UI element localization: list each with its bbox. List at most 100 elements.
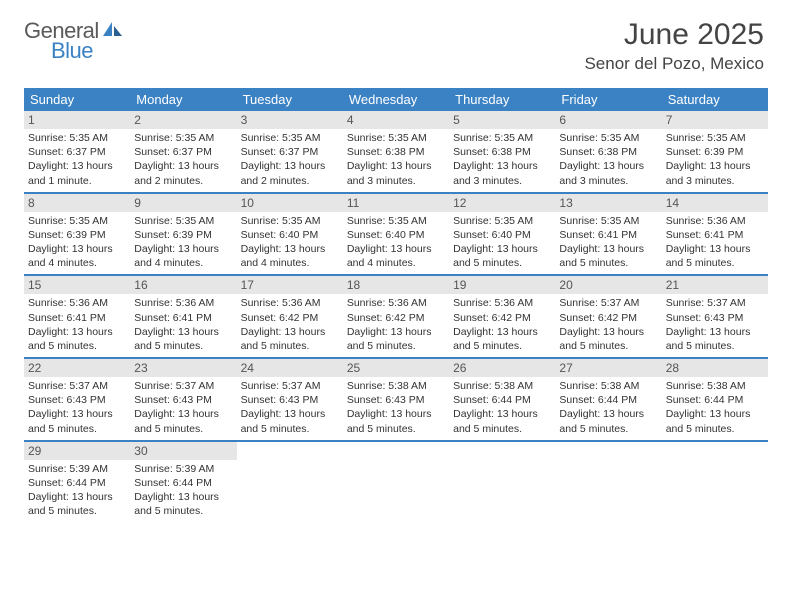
daylight-text: Daylight: 13 hours and 1 minute. (26, 159, 128, 187)
sunset-text: Sunset: 6:39 PM (132, 228, 234, 242)
day-cell: 12Sunrise: 5:35 AMSunset: 6:40 PMDayligh… (449, 194, 555, 275)
day-number: 18 (343, 276, 449, 294)
sunset-text: Sunset: 6:37 PM (239, 145, 341, 159)
day-number: 14 (662, 194, 768, 212)
day-cell: 1Sunrise: 5:35 AMSunset: 6:37 PMDaylight… (24, 111, 130, 192)
sunrise-text: Sunrise: 5:38 AM (345, 379, 447, 393)
day-number (237, 442, 343, 460)
sunset-text: Sunset: 6:38 PM (451, 145, 553, 159)
day-cell: 18Sunrise: 5:36 AMSunset: 6:42 PMDayligh… (343, 276, 449, 357)
sunrise-text: Sunrise: 5:35 AM (239, 131, 341, 145)
day-cell: 8Sunrise: 5:35 AMSunset: 6:39 PMDaylight… (24, 194, 130, 275)
day-cell: 30Sunrise: 5:39 AMSunset: 6:44 PMDayligh… (130, 442, 236, 523)
sunset-text: Sunset: 6:40 PM (345, 228, 447, 242)
daylight-text: Daylight: 13 hours and 5 minutes. (451, 407, 553, 435)
sunrise-text: Sunrise: 5:37 AM (132, 379, 234, 393)
sunrise-text: Sunrise: 5:39 AM (26, 462, 128, 476)
daylight-text: Daylight: 13 hours and 5 minutes. (557, 325, 659, 353)
day-number: 20 (555, 276, 661, 294)
sunset-text: Sunset: 6:42 PM (239, 311, 341, 325)
daylight-text: Daylight: 13 hours and 5 minutes. (345, 407, 447, 435)
daylight-text: Daylight: 13 hours and 5 minutes. (451, 325, 553, 353)
daylight-text: Daylight: 13 hours and 3 minutes. (345, 159, 447, 187)
day-number (555, 442, 661, 460)
day-number: 9 (130, 194, 236, 212)
sunset-text: Sunset: 6:44 PM (451, 393, 553, 407)
daylight-text: Daylight: 13 hours and 5 minutes. (664, 325, 766, 353)
daylight-text: Daylight: 13 hours and 5 minutes. (132, 490, 234, 518)
day-number: 23 (130, 359, 236, 377)
sunset-text: Sunset: 6:37 PM (26, 145, 128, 159)
daylight-text: Daylight: 13 hours and 3 minutes. (557, 159, 659, 187)
day-number: 29 (24, 442, 130, 460)
day-cell: 4 Sunrise: 5:35 AMSunset: 6:38 PMDaylight… (343, 111, 449, 192)
daylight-text: Daylight: 13 hours and 5 minutes. (26, 325, 128, 353)
day-cell (343, 442, 449, 523)
week-row: 15Sunrise: 5:36 AMSunset: 6:41 PMDayligh… (24, 274, 768, 357)
weeks-container: 1Sunrise: 5:35 AMSunset: 6:37 PMDaylight… (24, 111, 768, 522)
day-cell: 11Sunrise: 5:35 AMSunset: 6:40 PMDayligh… (343, 194, 449, 275)
sunrise-text: Sunrise: 5:35 AM (557, 214, 659, 228)
day-cell: 22Sunrise: 5:37 AMSunset: 6:43 PMDayligh… (24, 359, 130, 440)
day-number: 2 (130, 111, 236, 129)
day-cell: 3Sunrise: 5:35 AMSunset: 6:37 PMDaylight… (237, 111, 343, 192)
sunrise-text: Sunrise: 5:38 AM (664, 379, 766, 393)
sunset-text: Sunset: 6:42 PM (451, 311, 553, 325)
sunset-text: Sunset: 6:41 PM (557, 228, 659, 242)
week-row: 1Sunrise: 5:35 AMSunset: 6:37 PMDaylight… (24, 111, 768, 192)
day-cell: 29 Sunrise: 5:39 AMSunset: 6:44 PMDayligh… (24, 442, 130, 523)
day-cell: 5Sunrise: 5:35 AMSunset: 6:38 PMDaylight… (449, 111, 555, 192)
day-number: 16 (130, 276, 236, 294)
daylight-text: Daylight: 13 hours and 5 minutes. (239, 325, 341, 353)
day-number: 6 (555, 111, 661, 129)
sunrise-text: Sunrise: 5:35 AM (26, 214, 128, 228)
sunrise-text: Sunrise: 5:38 AM (557, 379, 659, 393)
sunrise-text: Sunrise: 5:35 AM (451, 214, 553, 228)
day-cell: 19Sunrise: 5:36 AMSunset: 6:42 PMDayligh… (449, 276, 555, 357)
sunset-text: Sunset: 6:43 PM (664, 311, 766, 325)
daylight-text: Daylight: 13 hours and 5 minutes. (132, 325, 234, 353)
day-cell: 27Sunrise: 5:38 AMSunset: 6:44 PMDayligh… (555, 359, 661, 440)
day-cell: 24Sunrise: 5:37 AMSunset: 6:43 PMDayligh… (237, 359, 343, 440)
day-cell: 7Sunrise: 5:35 AMSunset: 6:39 PMDaylight… (662, 111, 768, 192)
day-number: 11 (343, 194, 449, 212)
daylight-text: Daylight: 13 hours and 2 minutes. (132, 159, 234, 187)
day-cell: 20Sunrise: 5:37 AMSunset: 6:42 PMDayligh… (555, 276, 661, 357)
day-number: 22 (24, 359, 130, 377)
sunset-text: Sunset: 6:42 PM (345, 311, 447, 325)
sunrise-text: Sunrise: 5:35 AM (345, 131, 447, 145)
sunrise-text: Sunrise: 5:36 AM (26, 296, 128, 310)
daylight-text: Daylight: 13 hours and 3 minutes. (664, 159, 766, 187)
day-cell (555, 442, 661, 523)
day-number (662, 442, 768, 460)
sunset-text: Sunset: 6:38 PM (345, 145, 447, 159)
sunrise-text: Sunrise: 5:39 AM (132, 462, 234, 476)
day-number: 15 (24, 276, 130, 294)
day-number: 27 (555, 359, 661, 377)
logo: General Blue (24, 18, 124, 70)
sunset-text: Sunset: 6:44 PM (557, 393, 659, 407)
sunrise-text: Sunrise: 5:36 AM (345, 296, 447, 310)
daylight-text: Daylight: 13 hours and 4 minutes. (239, 242, 341, 270)
day-number: 1 (24, 111, 130, 129)
day-cell (662, 442, 768, 523)
daylight-text: Daylight: 13 hours and 5 minutes. (451, 242, 553, 270)
daylight-text: Daylight: 13 hours and 5 minutes. (26, 490, 128, 518)
week-row: 8Sunrise: 5:35 AMSunset: 6:39 PMDaylight… (24, 192, 768, 275)
day-cell: 14Sunrise: 5:36 AMSunset: 6:41 PMDayligh… (662, 194, 768, 275)
week-row: 22Sunrise: 5:37 AMSunset: 6:43 PMDayligh… (24, 357, 768, 440)
day-number: 4 (343, 111, 449, 129)
dow-thursday: Thursday (449, 88, 555, 111)
location-label: Senor del Pozo, Mexico (584, 54, 764, 74)
sunset-text: Sunset: 6:37 PM (132, 145, 234, 159)
day-cell: 13Sunrise: 5:35 AMSunset: 6:41 PMDayligh… (555, 194, 661, 275)
sunset-text: Sunset: 6:44 PM (26, 476, 128, 490)
sunrise-text: Sunrise: 5:37 AM (26, 379, 128, 393)
day-number: 17 (237, 276, 343, 294)
sunrise-text: Sunrise: 5:35 AM (345, 214, 447, 228)
sunrise-text: Sunrise: 5:35 AM (132, 214, 234, 228)
dow-sunday: Sunday (24, 88, 130, 111)
daylight-text: Daylight: 13 hours and 5 minutes. (557, 242, 659, 270)
day-number: 8 (24, 194, 130, 212)
sunset-text: Sunset: 6:39 PM (26, 228, 128, 242)
